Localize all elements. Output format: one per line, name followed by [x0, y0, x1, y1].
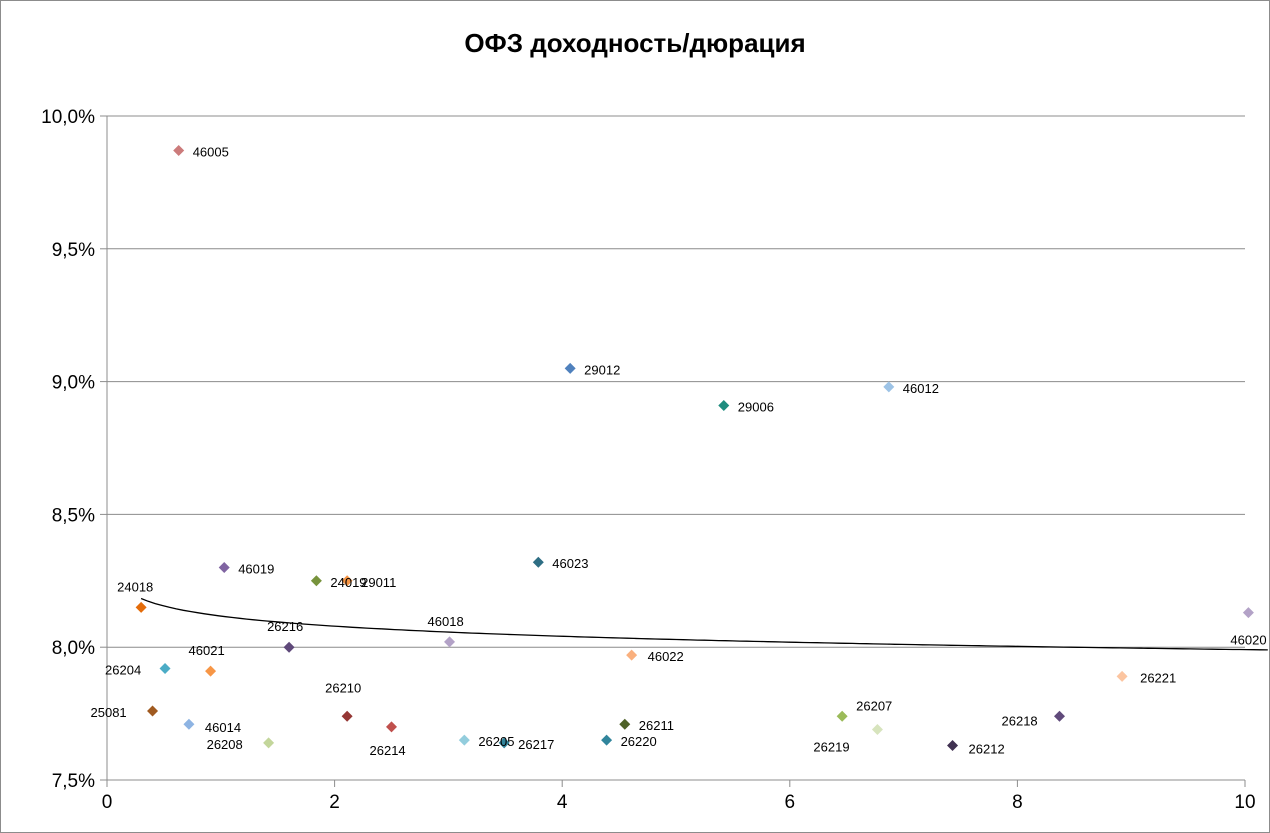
data-point-46023 — [532, 556, 544, 568]
data-point-46018 — [444, 636, 456, 648]
data-point-29011 — [341, 575, 353, 587]
x-tick-label: 4 — [557, 792, 568, 813]
data-label-29011: 29011 — [361, 575, 396, 590]
data-label-26217: 26217 — [518, 737, 554, 752]
data-label-46018: 46018 — [428, 614, 464, 629]
x-tick-label: 10 — [1234, 792, 1255, 813]
data-label-26220: 26220 — [621, 734, 657, 749]
data-label-26219: 26219 — [813, 740, 849, 755]
x-tick-label: 2 — [329, 792, 340, 813]
data-point-46019 — [218, 562, 230, 574]
data-point-46005 — [173, 145, 185, 157]
data-label-46012: 46012 — [903, 381, 939, 396]
x-tick-label: 8 — [1012, 792, 1023, 813]
data-label-46021: 46021 — [189, 643, 225, 658]
data-point-26204 — [159, 662, 171, 674]
data-label-29006: 29006 — [738, 400, 774, 415]
data-label-26205: 26205 — [478, 734, 514, 749]
data-label-26208: 26208 — [207, 737, 243, 752]
data-point-25081 — [147, 705, 159, 717]
data-point-26214 — [386, 721, 397, 733]
y-tick-label: 8,5% — [52, 505, 95, 526]
data-label-25081: 25081 — [91, 705, 127, 720]
data-label-46019: 46019 — [238, 562, 274, 577]
data-label-46020: 46020 — [1230, 633, 1266, 648]
x-tick-label: 0 — [102, 792, 113, 813]
data-points — [135, 145, 1254, 751]
data-point-46012 — [883, 381, 895, 393]
data-labels: 46005 29012 46012 29006 46023 46019 2401929011… — [91, 145, 1267, 758]
y-tick-label: 9,0% — [52, 373, 95, 394]
data-point-26220 — [601, 734, 613, 746]
data-label-26214: 26214 — [370, 743, 406, 758]
data-point-26208 — [263, 737, 275, 749]
data-label-26212: 26212 — [969, 741, 1005, 756]
data-point-46020 — [1242, 607, 1254, 619]
data-point-29012 — [564, 362, 576, 374]
data-label-46005: 46005 — [193, 145, 229, 160]
data-point-26216 — [283, 641, 295, 653]
data-point-26217 — [498, 737, 510, 749]
data-point-29006 — [718, 400, 730, 412]
data-point-26218 — [1054, 710, 1066, 722]
gridlines — [107, 115, 1245, 648]
data-label-26221: 26221 — [1140, 670, 1176, 685]
data-point-46021 — [205, 665, 217, 677]
data-label-26207: 26207 — [856, 698, 892, 713]
chart-title: ОФЗ доходность/дюрация — [464, 28, 806, 58]
data-label-46022: 46022 — [648, 649, 684, 664]
data-point-26210 — [341, 710, 353, 722]
data-point-26221 — [1116, 670, 1128, 682]
trendline — [140, 597, 1268, 651]
data-label-26210: 26210 — [325, 680, 361, 695]
data-label-26216: 26216 — [267, 619, 303, 634]
data-point-24019 — [310, 575, 322, 587]
y-tick-label: 10,0% — [41, 107, 95, 128]
data-point-26207 — [836, 710, 848, 722]
x-tick-label: 6 — [785, 792, 796, 813]
y-tick-label: 9,5% — [52, 240, 95, 261]
data-point-26219 — [871, 724, 883, 736]
data-label-46014: 46014 — [205, 720, 241, 735]
data-point-26212 — [947, 739, 959, 751]
data-label-46023: 46023 — [552, 556, 588, 571]
data-label-24018: 24018 — [117, 579, 153, 594]
data-label-26211: 26211 — [639, 718, 674, 733]
data-label-26204: 26204 — [105, 662, 141, 677]
data-label-24019: 24019 — [330, 575, 366, 590]
data-point-26205 — [458, 734, 470, 746]
data-label-29012: 29012 — [584, 362, 620, 377]
data-point-46014 — [183, 718, 195, 730]
axes: 7,5% 8,0% 8,5% 9,0% 9,5% 10,0% 0 2 4 6 8 10 — [41, 107, 1255, 813]
data-point-24018 — [135, 601, 147, 613]
y-tick-label: 8,0% — [52, 638, 95, 659]
data-label-26218: 26218 — [1002, 713, 1038, 728]
y-tick-label: 7,5% — [52, 771, 95, 792]
trendline-group — [140, 597, 1268, 651]
data-point-46022 — [626, 649, 638, 661]
data-point-26211 — [619, 718, 631, 730]
